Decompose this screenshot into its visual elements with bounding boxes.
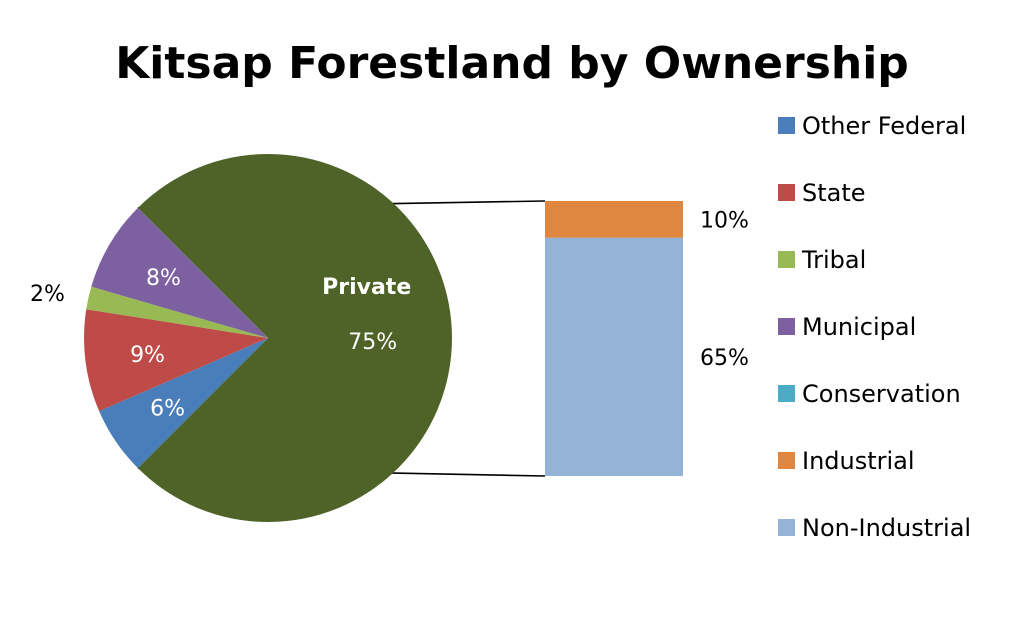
pie-slice-private: [137, 153, 452, 522]
legend-label-industrial: Industrial: [802, 447, 915, 475]
legend-label-state: State: [802, 179, 866, 207]
legend-swatch-municipal: [778, 318, 795, 335]
legend-label-other-federal: Other Federal: [802, 112, 966, 140]
bar-value-label-non-industrial: 65%: [700, 346, 749, 371]
pie-slice-other-federal: [99, 338, 268, 469]
pie-value-label-municipal: 8%: [146, 266, 181, 291]
pie-slice-municipal: [91, 207, 268, 338]
legend-swatch-other-federal: [778, 117, 795, 134]
pie-name-label-private: Private: [322, 275, 411, 300]
legend-swatch-industrial: [778, 452, 795, 469]
pie-value-label-state: 9%: [130, 343, 165, 368]
bar-segment-non-industrial: [545, 237, 683, 476]
legend-swatch-tribal: [778, 251, 795, 268]
pie-slice-tribal: [86, 286, 269, 338]
legend: Other Federal State Tribal Municipal Conserv…: [778, 112, 971, 542]
pie-value-label-other-federal: 6%: [150, 396, 185, 421]
legend-label-tribal: Tribal: [801, 246, 866, 274]
legend-swatch-conservation: [778, 385, 795, 402]
chart-title: Kitsap Forestland by Ownership: [115, 38, 909, 89]
pie-group: Private 75% 6% 9% 2% 8%: [30, 153, 452, 522]
legend-swatch-state: [778, 184, 795, 201]
pie-value-label-tribal: 2%: [30, 282, 65, 307]
legend-label-conservation: Conservation: [802, 380, 961, 408]
legend-swatch-non-industrial: [778, 519, 795, 536]
legend-label-municipal: Municipal: [802, 313, 916, 341]
bar-segment-industrial: [545, 201, 683, 238]
legend-label-non-industrial: Non-Industrial: [802, 514, 971, 542]
pie-slice-state: [84, 309, 268, 412]
pie-value-label-private: 75%: [348, 330, 397, 355]
bar-value-label-industrial: 10%: [700, 208, 749, 233]
stacked-bar-group: 65% 10%: [545, 201, 749, 476]
